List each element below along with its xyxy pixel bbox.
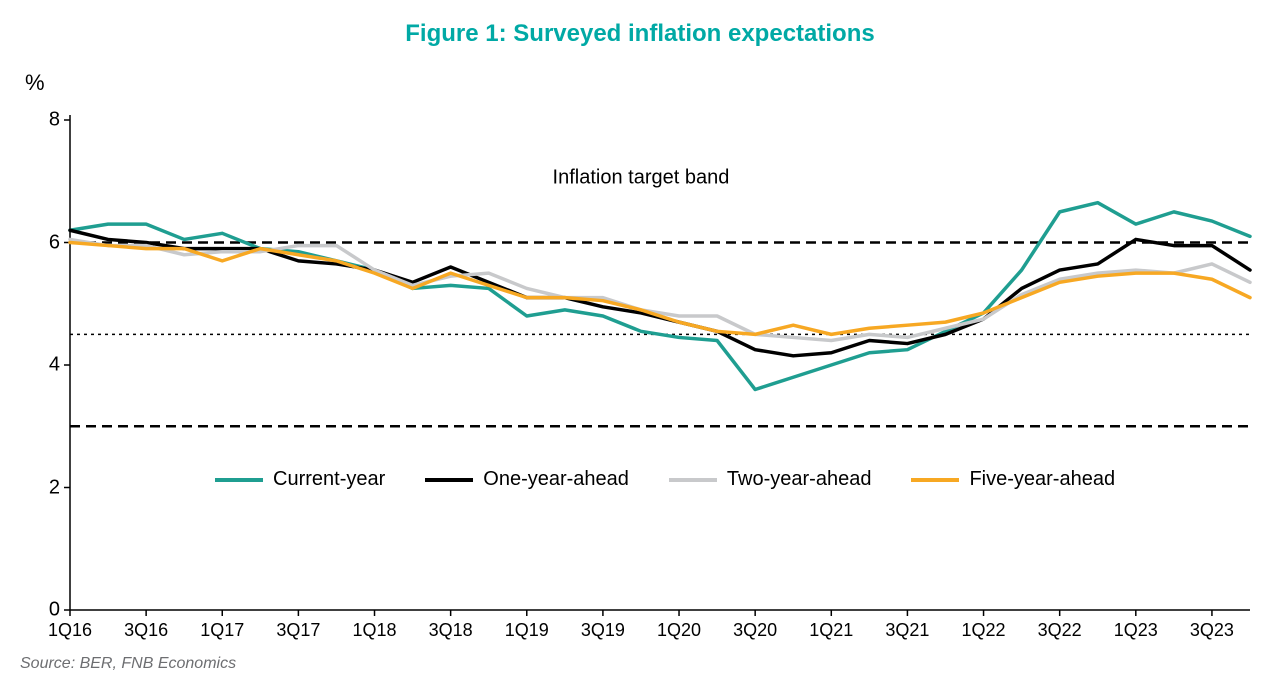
- inflation-target-band-label: Inflation target band: [553, 167, 730, 190]
- chart-plot-svg: [0, 0, 1280, 700]
- legend-swatch: [911, 478, 959, 482]
- legend-item: Current-year: [215, 468, 385, 491]
- x-tick-label: 1Q23: [1114, 620, 1158, 641]
- y-tick-label: 6: [35, 231, 60, 254]
- x-tick-label: 1Q21: [809, 620, 853, 641]
- legend-label: Current-year: [273, 468, 385, 491]
- legend-label: Five-year-ahead: [969, 468, 1115, 491]
- x-tick-label: 1Q20: [657, 620, 701, 641]
- y-tick-label: 0: [35, 599, 60, 622]
- x-tick-label: 1Q18: [352, 620, 396, 641]
- y-tick-label: 8: [35, 109, 60, 132]
- x-tick-label: 3Q16: [124, 620, 168, 641]
- x-tick-label: 3Q19: [581, 620, 625, 641]
- chart-legend: Current-year One-year-ahead Two-year-ahead…: [215, 468, 1115, 491]
- legend-swatch: [669, 478, 717, 482]
- y-tick-label: 4: [35, 354, 60, 377]
- x-tick-label: 1Q16: [48, 620, 92, 641]
- legend-item: Two-year-ahead: [669, 468, 872, 491]
- legend-item: Five-year-ahead: [911, 468, 1115, 491]
- legend-label: One-year-ahead: [483, 468, 629, 491]
- x-tick-label: 1Q19: [505, 620, 549, 641]
- x-tick-label: 3Q20: [733, 620, 777, 641]
- x-tick-label: 1Q22: [962, 620, 1006, 641]
- legend-swatch: [425, 478, 473, 482]
- chart-source: Source: BER, FNB Economics: [20, 655, 236, 673]
- x-tick-label: 1Q17: [200, 620, 244, 641]
- legend-swatch: [215, 478, 263, 482]
- legend-item: One-year-ahead: [425, 468, 629, 491]
- x-tick-label: 3Q21: [885, 620, 929, 641]
- x-tick-label: 3Q17: [276, 620, 320, 641]
- x-tick-label: 3Q23: [1190, 620, 1234, 641]
- chart-container: Figure 1: Surveyed inflation expectation…: [0, 0, 1280, 700]
- y-tick-label: 2: [35, 476, 60, 499]
- x-tick-label: 3Q22: [1038, 620, 1082, 641]
- x-tick-label: 3Q18: [429, 620, 473, 641]
- legend-label: Two-year-ahead: [727, 468, 872, 491]
